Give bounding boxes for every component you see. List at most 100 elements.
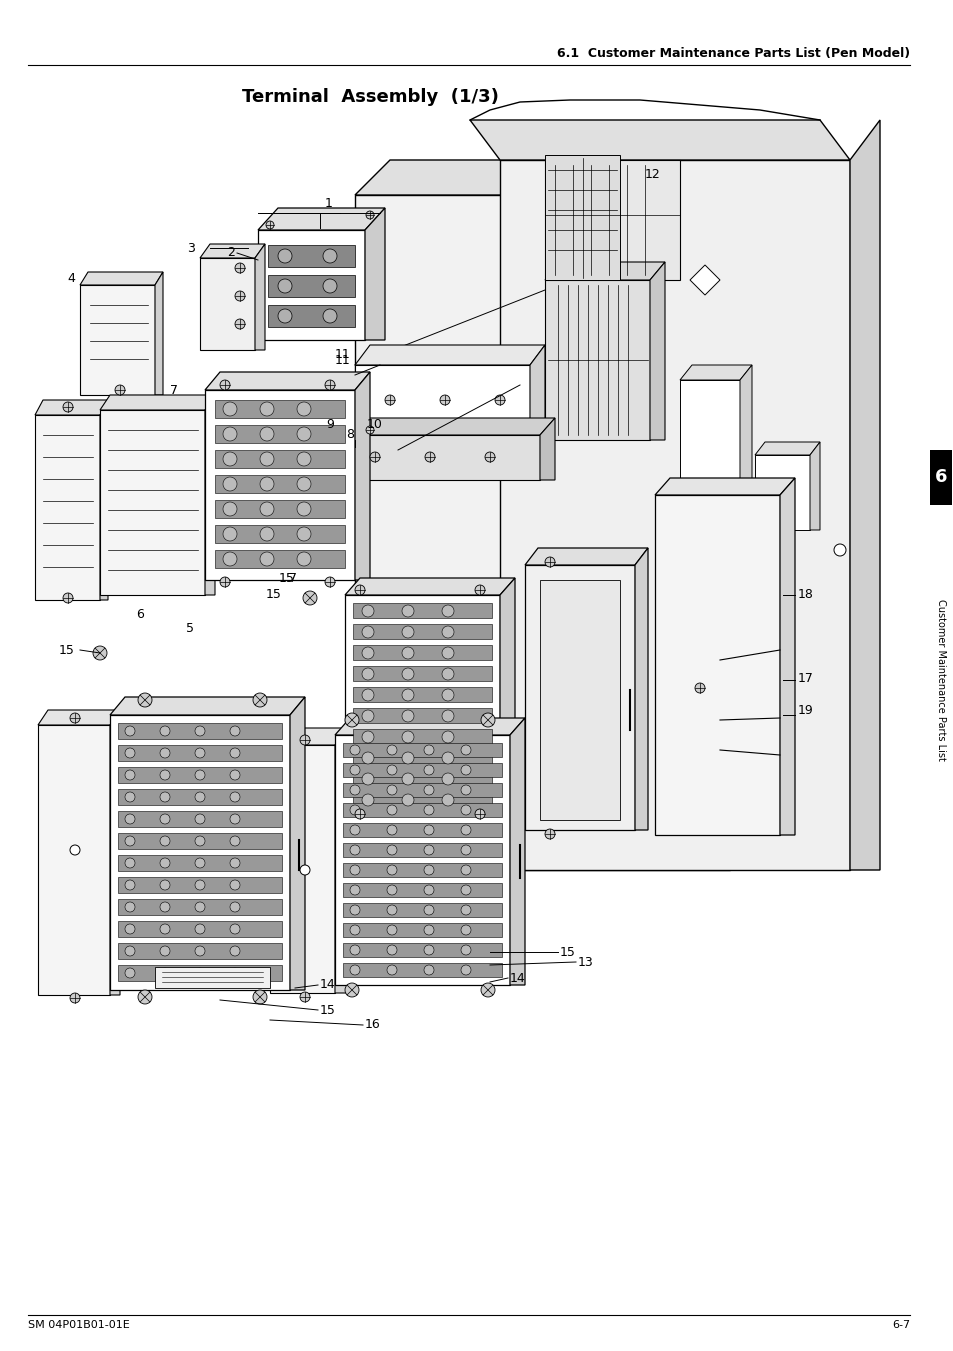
- Text: 6: 6: [934, 469, 946, 486]
- Circle shape: [125, 969, 135, 978]
- Circle shape: [424, 453, 435, 462]
- Circle shape: [361, 711, 374, 721]
- Circle shape: [230, 924, 240, 934]
- Polygon shape: [655, 478, 794, 494]
- Circle shape: [160, 815, 170, 824]
- Polygon shape: [343, 743, 501, 757]
- Polygon shape: [343, 802, 501, 817]
- Circle shape: [387, 765, 396, 775]
- Circle shape: [296, 477, 311, 490]
- Polygon shape: [35, 400, 108, 415]
- Circle shape: [350, 905, 359, 915]
- Text: 15: 15: [279, 571, 294, 585]
- Text: 2: 2: [227, 246, 234, 259]
- Text: 12: 12: [644, 169, 660, 181]
- Circle shape: [401, 667, 414, 680]
- Polygon shape: [214, 476, 345, 493]
- Circle shape: [387, 744, 396, 755]
- Polygon shape: [544, 155, 619, 280]
- Text: 6-7: 6-7: [891, 1320, 909, 1329]
- Polygon shape: [729, 159, 760, 870]
- Circle shape: [230, 792, 240, 802]
- Circle shape: [277, 309, 292, 323]
- Circle shape: [423, 844, 434, 855]
- Text: 7: 7: [170, 384, 178, 396]
- Text: 11: 11: [334, 349, 350, 362]
- Polygon shape: [343, 884, 501, 897]
- Polygon shape: [754, 442, 820, 455]
- Circle shape: [385, 394, 395, 405]
- Circle shape: [230, 748, 240, 758]
- Polygon shape: [544, 262, 664, 280]
- Circle shape: [223, 453, 236, 466]
- Circle shape: [296, 503, 311, 516]
- Polygon shape: [539, 417, 555, 480]
- Text: 17: 17: [797, 671, 813, 685]
- Polygon shape: [524, 565, 635, 830]
- Polygon shape: [110, 711, 120, 994]
- Polygon shape: [343, 963, 501, 977]
- Circle shape: [695, 684, 704, 693]
- Circle shape: [460, 905, 471, 915]
- Polygon shape: [100, 394, 214, 409]
- Circle shape: [223, 403, 236, 416]
- Circle shape: [544, 557, 555, 567]
- Circle shape: [160, 770, 170, 780]
- Circle shape: [223, 503, 236, 516]
- Polygon shape: [118, 943, 282, 959]
- Circle shape: [160, 924, 170, 934]
- Circle shape: [480, 984, 495, 997]
- Circle shape: [125, 725, 135, 736]
- Circle shape: [460, 844, 471, 855]
- Text: 14: 14: [319, 978, 335, 992]
- Circle shape: [361, 689, 374, 701]
- Circle shape: [401, 626, 414, 638]
- Polygon shape: [649, 262, 664, 440]
- Circle shape: [441, 667, 454, 680]
- Polygon shape: [270, 728, 348, 744]
- Polygon shape: [635, 549, 647, 830]
- Text: 15: 15: [59, 643, 75, 657]
- Circle shape: [260, 553, 274, 566]
- Polygon shape: [268, 245, 355, 267]
- Circle shape: [194, 815, 205, 824]
- Circle shape: [277, 280, 292, 293]
- Polygon shape: [345, 594, 499, 811]
- Circle shape: [460, 785, 471, 794]
- Circle shape: [260, 403, 274, 416]
- Circle shape: [125, 858, 135, 867]
- Circle shape: [194, 858, 205, 867]
- Circle shape: [401, 753, 414, 765]
- Polygon shape: [353, 644, 492, 661]
- Circle shape: [325, 577, 335, 586]
- Circle shape: [63, 593, 73, 603]
- Circle shape: [125, 815, 135, 824]
- Circle shape: [460, 925, 471, 935]
- Circle shape: [361, 794, 374, 807]
- Circle shape: [296, 427, 311, 440]
- Circle shape: [441, 753, 454, 765]
- Circle shape: [350, 844, 359, 855]
- Circle shape: [223, 553, 236, 566]
- Circle shape: [70, 713, 80, 723]
- Circle shape: [423, 905, 434, 915]
- Circle shape: [361, 647, 374, 659]
- Polygon shape: [100, 400, 108, 600]
- Circle shape: [355, 585, 365, 594]
- Circle shape: [460, 944, 471, 955]
- Circle shape: [460, 805, 471, 815]
- Circle shape: [460, 885, 471, 894]
- Circle shape: [361, 753, 374, 765]
- Circle shape: [366, 211, 374, 219]
- Circle shape: [833, 544, 845, 557]
- Polygon shape: [118, 789, 282, 805]
- Text: 14: 14: [510, 971, 525, 985]
- Circle shape: [484, 453, 495, 462]
- Circle shape: [401, 794, 414, 807]
- Circle shape: [296, 553, 311, 566]
- Polygon shape: [335, 728, 348, 993]
- Polygon shape: [343, 923, 501, 938]
- Circle shape: [125, 792, 135, 802]
- Circle shape: [160, 880, 170, 890]
- Polygon shape: [689, 265, 720, 295]
